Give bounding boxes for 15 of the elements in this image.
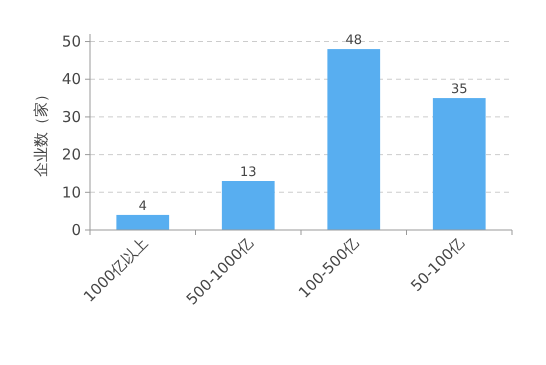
y-axis-title: 企业数（家）: [32, 87, 50, 177]
data-label: 48: [345, 33, 362, 48]
data-label: 35: [450, 82, 468, 98]
bar: [432, 98, 486, 230]
bar: [222, 181, 275, 230]
data-label: 13: [240, 165, 257, 180]
y-tick-label: 30: [62, 108, 81, 126]
bar: [327, 49, 380, 230]
y-tick-label: 40: [62, 70, 81, 88]
y-tick-label: 10: [62, 183, 81, 202]
data-label: 4: [138, 198, 147, 214]
bar: [116, 214, 170, 230]
y-tick-label: 50: [62, 32, 81, 51]
y-tick-label: 0: [71, 221, 81, 239]
y-tick-label: 20: [62, 146, 81, 164]
